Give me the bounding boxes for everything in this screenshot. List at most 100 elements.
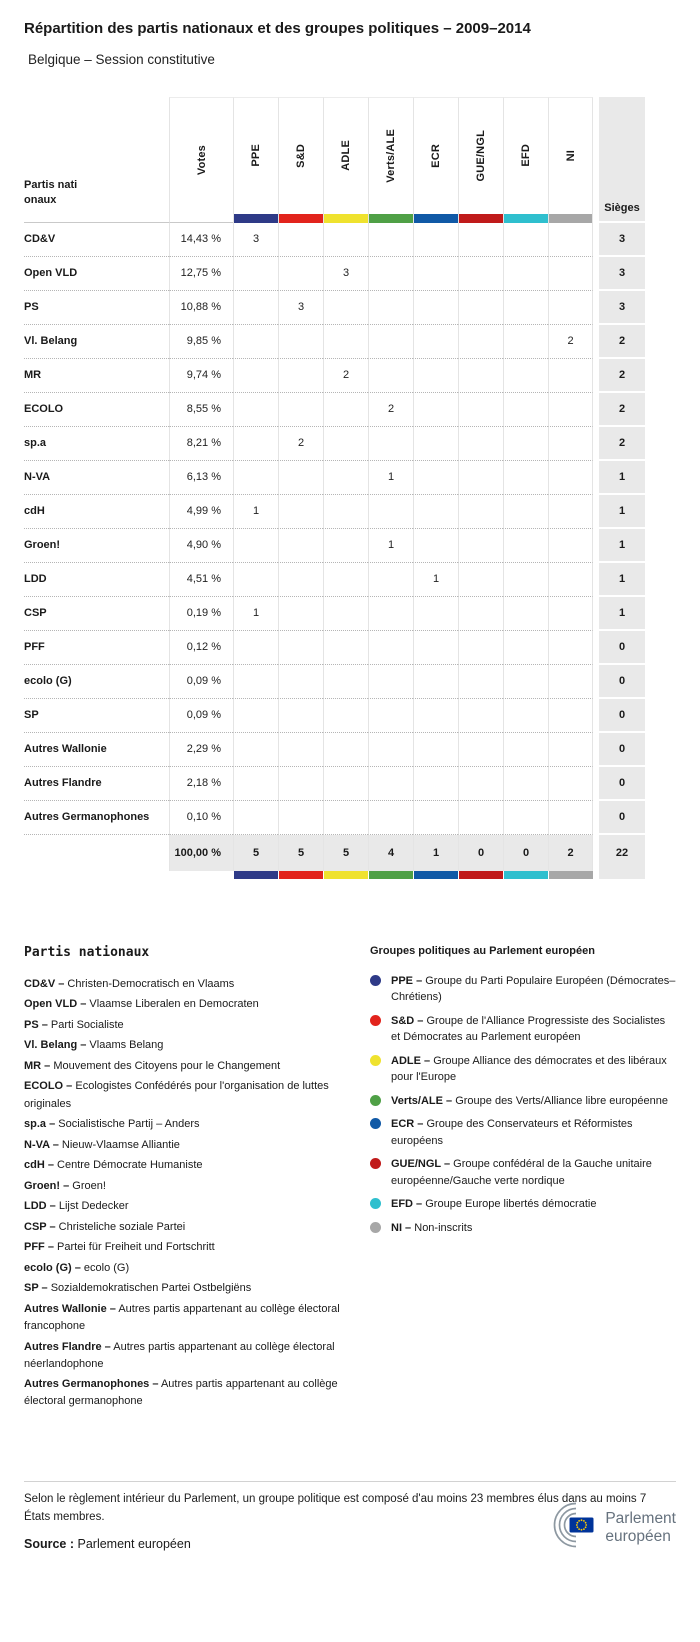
group-seats-cell <box>413 630 458 665</box>
party-legend-abbr: cdH – <box>24 1159 54 1172</box>
party-legend-item: PS – Parti Socialiste <box>24 1017 354 1034</box>
party-legend-name: Christen-Democratisch en Vlaams <box>67 977 235 990</box>
party-name-cell: N-VA <box>24 461 169 495</box>
party-legend-name: Lijst Dedecker <box>58 1200 129 1213</box>
group-seats-cell <box>278 766 323 801</box>
column-header-parties: Partis nationaux <box>24 97 169 223</box>
table-row: Autres Flandre 2,18 % 0 <box>24 766 676 801</box>
votes-cell: 6,13 % <box>169 460 233 495</box>
seats-cell: 0 <box>599 800 645 835</box>
column-header-votes-label: Votes <box>195 144 208 175</box>
votes-cell: 9,74 % <box>169 358 233 393</box>
group-seats-cell <box>503 290 548 325</box>
votes-cell: 8,55 % <box>169 392 233 427</box>
group-color-bar-top <box>234 213 278 223</box>
table-row: Vl. Belang 9,85 % 2 2 <box>24 324 676 359</box>
group-seats-cell <box>503 324 548 359</box>
total-group-seats-cell: 5 <box>323 834 368 871</box>
group-seats-cell <box>323 664 368 699</box>
table-row: ECOLO 8,55 % 2 2 <box>24 392 676 427</box>
group-seats-cell: 2 <box>368 392 413 427</box>
group-seats-cell <box>368 732 413 767</box>
group-seats-cell <box>413 664 458 699</box>
group-seats-cell <box>278 460 323 495</box>
group-seats-cell <box>323 698 368 733</box>
table-row: PFF 0,12 % 0 <box>24 630 676 665</box>
total-group-seats-cell: 4 <box>368 834 413 871</box>
party-legend-name: Vlaams Belang <box>89 1039 164 1052</box>
party-legend-name: Mouvement des Citoyens pour le Changemen… <box>53 1059 281 1072</box>
votes-cell: 10,88 % <box>169 290 233 325</box>
party-legend-abbr: SP – <box>24 1282 48 1295</box>
group-seats-cell <box>278 256 323 291</box>
votes-cell: 4,90 % <box>169 528 233 563</box>
group-legend-name: Groupe des Conservateurs et Réformistes … <box>391 1118 633 1147</box>
group-seats-cell <box>368 358 413 393</box>
party-legend-abbr: LDD – <box>24 1200 56 1213</box>
group-legend-text: PPE – Groupe du Parti Populaire Européen… <box>391 973 676 1006</box>
column-header-seats: Sièges <box>599 96 645 223</box>
group-legend-item: Verts/ALE – Groupe des Verts/Alliance li… <box>370 1093 676 1110</box>
group-seats-cell <box>548 664 593 699</box>
group-seats-cell <box>323 392 368 427</box>
group-legend-name: Groupe confédéral de la Gauche unitaire … <box>391 1158 652 1187</box>
group-seats-cell <box>458 528 503 563</box>
group-seats-cell <box>323 800 368 835</box>
bar-row-spacer <box>169 871 233 879</box>
group-seats-cell <box>458 290 503 325</box>
group-legend-item: ECR – Groupe des Conservateurs et Réform… <box>370 1116 676 1149</box>
group-seats-cell: 1 <box>233 494 278 529</box>
group-legend-abbr: GUE/NGL – <box>391 1158 451 1171</box>
column-header-group-NI: NI <box>548 96 593 223</box>
party-legend-abbr: ECOLO – <box>24 1080 73 1093</box>
group-legend-name: Groupe du Parti Populaire Européen (Démo… <box>391 974 676 1004</box>
total-row-spacer <box>24 835 169 871</box>
group-label-wrap: PPE <box>234 98 278 214</box>
group-seats-cell <box>278 732 323 767</box>
group-seats-cell <box>368 324 413 359</box>
group-color-bar-bottom <box>503 870 548 879</box>
seats-cell: 1 <box>599 460 645 495</box>
party-legend-name: Socialistische Partij – Anders <box>58 1118 200 1131</box>
group-seats-cell <box>368 664 413 699</box>
group-seats-cell <box>548 766 593 801</box>
party-legend-name: Partei für Freiheit und Fortschritt <box>57 1241 215 1254</box>
group-seats-cell <box>413 256 458 291</box>
group-seats-cell <box>233 290 278 325</box>
group-seats-cell <box>368 562 413 597</box>
group-label-wrap: ADLE <box>324 98 368 214</box>
group-seats-cell <box>278 358 323 393</box>
seats-cell: 0 <box>599 766 645 801</box>
column-header-group-label: GUE/NGL <box>475 129 487 182</box>
group-seats-cell <box>233 800 278 835</box>
group-seats-cell <box>368 494 413 529</box>
party-legend-item: N-VA – Nieuw-Vlaamse Alliantie <box>24 1137 354 1154</box>
group-seats-cell <box>413 494 458 529</box>
group-seats-cell <box>278 698 323 733</box>
legend-parties-list: CD&V – Christen-Democratisch en Vlaams Op… <box>24 976 354 1411</box>
group-seats-cell <box>323 494 368 529</box>
party-legend-name: Autres partis appartenant au collège éle… <box>24 1340 335 1370</box>
group-seats-cell <box>458 460 503 495</box>
source-label: Source : <box>24 1537 75 1551</box>
group-seats-cell <box>278 324 323 359</box>
group-seats-cell <box>458 392 503 427</box>
total-group-seats-cell: 1 <box>413 834 458 871</box>
column-header-parties-label: Partis nationaux <box>24 179 78 206</box>
group-legend-name: Groupe Alliance des démocrates et des li… <box>391 1054 667 1084</box>
party-legend-name: Sozialdemokratischen Partei Ostbelgiëns <box>50 1282 252 1295</box>
seats-cell: 2 <box>599 426 645 461</box>
group-legend-abbr: ECR – <box>391 1118 424 1131</box>
group-seats-cell <box>323 732 368 767</box>
legend-parties: Partis nationaux CD&V – Christen-Democra… <box>24 945 354 1414</box>
table-row: PS 10,88 % 3 3 <box>24 290 676 325</box>
group-seats-cell <box>503 222 548 257</box>
group-seats-cell <box>413 732 458 767</box>
group-seats-cell <box>413 324 458 359</box>
group-seats-cell <box>233 562 278 597</box>
group-legend-abbr: NI – <box>391 1221 412 1234</box>
group-seats-cell <box>278 222 323 257</box>
seats-cell: 0 <box>599 630 645 665</box>
column-header-group-PPE: PPE <box>233 96 278 223</box>
group-legend-text: S&D – Groupe de l'Alliance Progressiste … <box>391 1013 676 1046</box>
